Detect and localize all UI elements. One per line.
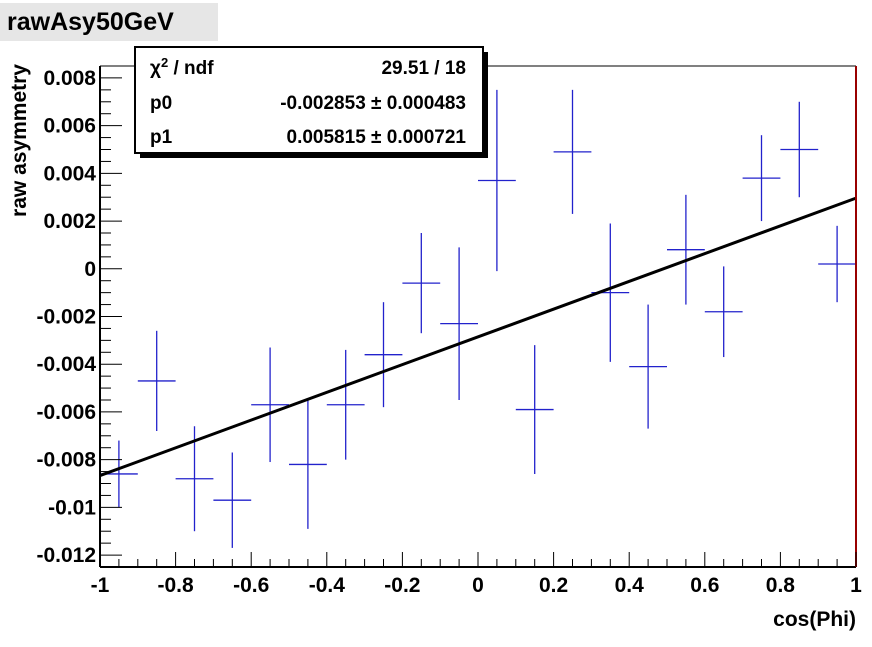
y-tick-label: 0.006	[43, 115, 96, 138]
y-tick-label: 0	[84, 258, 96, 281]
data-point	[364, 302, 403, 408]
x-tick-label: -0.8	[158, 574, 195, 597]
y-tick-label: 0.002	[43, 210, 96, 233]
data-point	[515, 345, 554, 474]
x-tick-label: 1	[850, 574, 862, 597]
data-point	[742, 135, 781, 222]
data-points	[100, 89, 856, 548]
data-point	[251, 347, 289, 463]
stats-box-frame	[134, 46, 484, 154]
data-point	[780, 101, 819, 198]
data-point	[667, 194, 705, 305]
x-tick-label: -0.6	[233, 574, 269, 597]
x-tick-label: -0.2	[384, 574, 420, 597]
data-point	[137, 330, 176, 432]
x-tick-label: 0.8	[766, 574, 796, 597]
stat-label-p1: p1	[150, 127, 173, 148]
stat-value-p1: 0.005815 ± 0.000721	[287, 127, 467, 148]
data-point	[818, 225, 856, 303]
stat-value-p0: -0.002853 ± 0.000483	[280, 93, 466, 114]
plot-title: rawAsy50GeV	[7, 8, 174, 36]
y-tick-label: -0.006	[36, 401, 96, 424]
data-point	[326, 349, 365, 460]
stat-value-chi2: 29.51 / 18	[381, 58, 466, 79]
y-tick-label: -0.012	[36, 544, 96, 567]
fit-line-group	[99, 196, 857, 477]
y-tick-label: 0.004	[43, 162, 96, 185]
y-tick-label: -0.002	[36, 306, 96, 329]
y-tick-label: 0.008	[43, 67, 96, 90]
x-tick-label: 0.4	[615, 574, 645, 597]
x-tick-label: 0.6	[690, 574, 719, 597]
x-tick-label: 0	[472, 574, 484, 597]
data-point	[175, 426, 214, 532]
stat-label-chi2: χ2 / ndf	[150, 55, 214, 80]
axis-ticks	[99, 77, 857, 567]
fit-line	[99, 196, 857, 477]
data-point	[553, 89, 592, 214]
x-tick-label: 0.2	[539, 574, 568, 597]
tick-labels: -1 -0.8 -0.6 -0.4 -0.2 0 0.2 0.4 0.6 0.8 1 -0.012 -0…	[36, 67, 862, 597]
data-point	[478, 89, 516, 272]
y-tick-label: -0.008	[36, 449, 96, 472]
data-point	[704, 266, 743, 358]
data-point	[440, 247, 478, 400]
y-axis-label: raw asymmetry	[8, 64, 31, 217]
data-point	[213, 452, 252, 548]
data-point	[402, 233, 441, 334]
data-point	[289, 400, 327, 529]
x-axis-label: cos(Phi)	[773, 608, 856, 631]
x-tick-label: -0.4	[309, 574, 346, 597]
y-tick-label: -0.01	[48, 496, 96, 519]
fit-stats-box: χ2 / ndf 29.51 / 18 p0 -0.002853 ± 0.000…	[134, 46, 488, 158]
stat-label-p0: p0	[150, 93, 172, 114]
title-box: rawAsy50GeV	[0, 3, 218, 41]
y-tick-label: -0.004	[36, 353, 96, 376]
data-point	[629, 304, 667, 429]
x-tick-label: -1	[91, 574, 110, 597]
